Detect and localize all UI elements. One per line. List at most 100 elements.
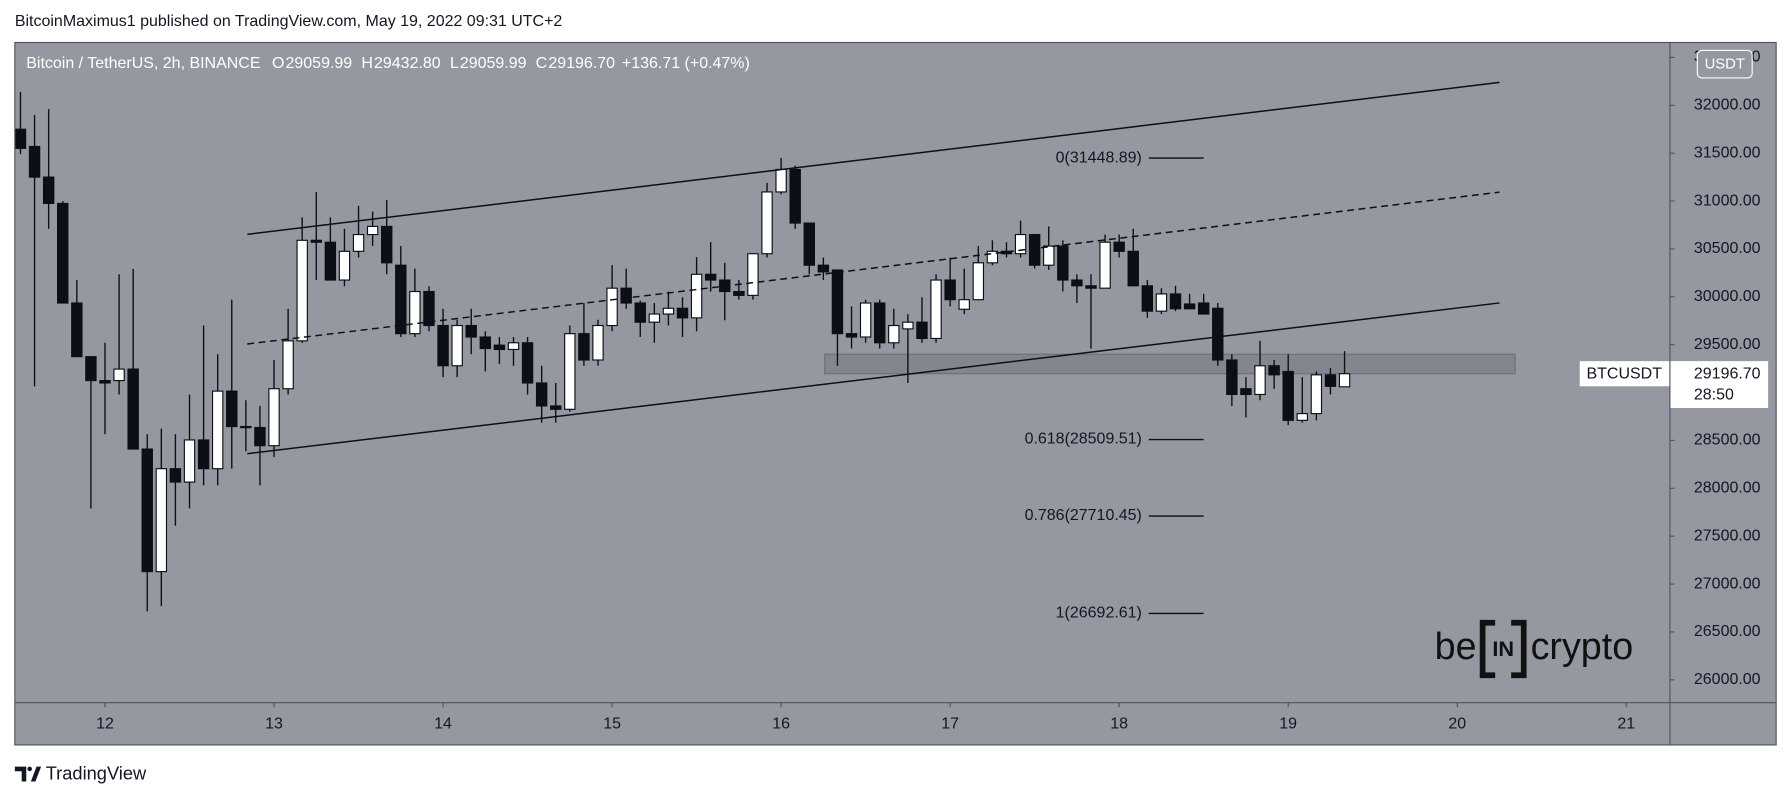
candle-body — [803, 222, 815, 266]
candle-body — [1268, 365, 1280, 376]
candle-body — [437, 324, 449, 367]
attribution: BitcoinMaximus1 published on TradingView… — [15, 13, 563, 30]
currency-badge[interactable] — [1696, 49, 1753, 79]
candle-body — [324, 241, 337, 281]
channel-line — [247, 81, 1500, 236]
candle-body — [85, 356, 97, 382]
legend-change: +136.71 (+0.47%) — [622, 55, 750, 72]
candle-body — [958, 299, 970, 310]
candle-body — [240, 425, 252, 429]
y-tick-label: 28500.00 — [1694, 432, 1761, 449]
x-tick-label: 21 — [1617, 716, 1635, 733]
candle-body — [381, 225, 393, 264]
watermark-bracket — [1479, 619, 1527, 679]
candle-body — [930, 279, 942, 340]
y-tick-label: 30500.00 — [1694, 240, 1761, 257]
candle-body — [169, 468, 182, 483]
candle-body — [521, 342, 534, 384]
y-tick-label: 29500.00 — [1694, 336, 1761, 353]
candle-body — [535, 382, 548, 407]
legend-key: O — [272, 55, 284, 72]
candle-body — [1282, 370, 1294, 421]
currency-label: USDT — [1705, 57, 1745, 73]
candle-body — [1324, 374, 1337, 387]
candle-body — [296, 239, 308, 342]
channel-line — [247, 302, 1500, 455]
y-tick-label: 26000.00 — [1694, 671, 1761, 688]
candle-body — [338, 250, 351, 281]
x-tick-label: 13 — [265, 716, 283, 733]
symbol-badge — [1579, 361, 1670, 387]
candle-body — [1014, 233, 1027, 255]
candle-body — [1141, 285, 1154, 312]
candle-body — [1296, 413, 1308, 421]
candle-body — [564, 333, 576, 410]
legend-value: 29059.99 — [460, 55, 527, 72]
legend-title: Bitcoin / TetherUS, 2h, BINANCE — [26, 55, 260, 72]
candle-body — [282, 340, 294, 390]
candle-body — [1127, 250, 1139, 287]
candle-body — [226, 390, 238, 428]
candle-body — [493, 344, 506, 351]
candle-body — [1240, 388, 1252, 396]
axis-layer: 26000.00 26500.00 27000.00 27500.00 28000.00… — [96, 49, 1769, 733]
candle-body — [1254, 365, 1266, 396]
candle-body — [465, 324, 477, 338]
y-tick-label: 31000.00 — [1694, 192, 1761, 209]
legend-key: H — [361, 55, 373, 72]
candle-body — [704, 273, 717, 281]
candle-body — [606, 287, 618, 327]
candle-body — [127, 368, 139, 450]
candle-body — [592, 324, 604, 361]
channel-line — [247, 191, 1500, 345]
candle-body — [155, 468, 168, 573]
candle-body — [71, 302, 83, 358]
y-tick-label: 32000.00 — [1694, 97, 1761, 114]
candle-body — [972, 262, 985, 301]
candle-body — [1310, 374, 1323, 415]
candle-body — [352, 233, 365, 252]
candle-body — [986, 250, 999, 264]
candle-body — [57, 202, 69, 304]
candle-body — [310, 239, 322, 243]
candle-body — [775, 168, 787, 193]
candle-body — [479, 336, 492, 350]
candle-body — [888, 324, 900, 344]
candle-body — [42, 176, 55, 205]
y-tick-label: 27000.00 — [1694, 575, 1761, 592]
candle-body — [1226, 359, 1238, 396]
candle-body — [662, 307, 675, 315]
legend: Bitcoin / TetherUS, 2h, BINANCE O 29059.99… — [26, 55, 750, 72]
candle-body — [197, 439, 210, 470]
candle-body — [1169, 293, 1182, 310]
candles-layer — [14, 91, 1351, 612]
candle-body — [902, 321, 914, 330]
legend-key: C — [536, 55, 548, 72]
x-tick-label: 16 — [772, 716, 790, 733]
candle-body — [1057, 245, 1069, 281]
candle-body — [648, 313, 661, 323]
last-price: 29196.70 — [1694, 366, 1761, 383]
candle-body — [578, 333, 590, 361]
candle-body — [1043, 245, 1055, 266]
candle-body — [1113, 241, 1125, 252]
x-tick-label: 18 — [1110, 716, 1128, 733]
candle-body — [451, 324, 463, 367]
candle-body — [211, 390, 224, 470]
symbol-label: BTCUSDT — [1586, 366, 1662, 383]
candle-body — [1212, 307, 1224, 361]
candle-body — [28, 145, 41, 178]
watermark-crypto: crypto — [1531, 625, 1634, 667]
candle-body — [916, 321, 928, 340]
fib-label: 0.786(27710.45) — [1025, 507, 1142, 524]
candle-body — [1338, 373, 1351, 388]
price-badge — [1669, 361, 1769, 408]
candle-body — [254, 426, 266, 447]
x-tick-label: 15 — [603, 716, 621, 733]
candle-body — [1197, 302, 1210, 315]
candle-body — [395, 264, 407, 335]
candle-body — [817, 264, 830, 273]
footer-logo: TradingView — [14, 762, 147, 783]
